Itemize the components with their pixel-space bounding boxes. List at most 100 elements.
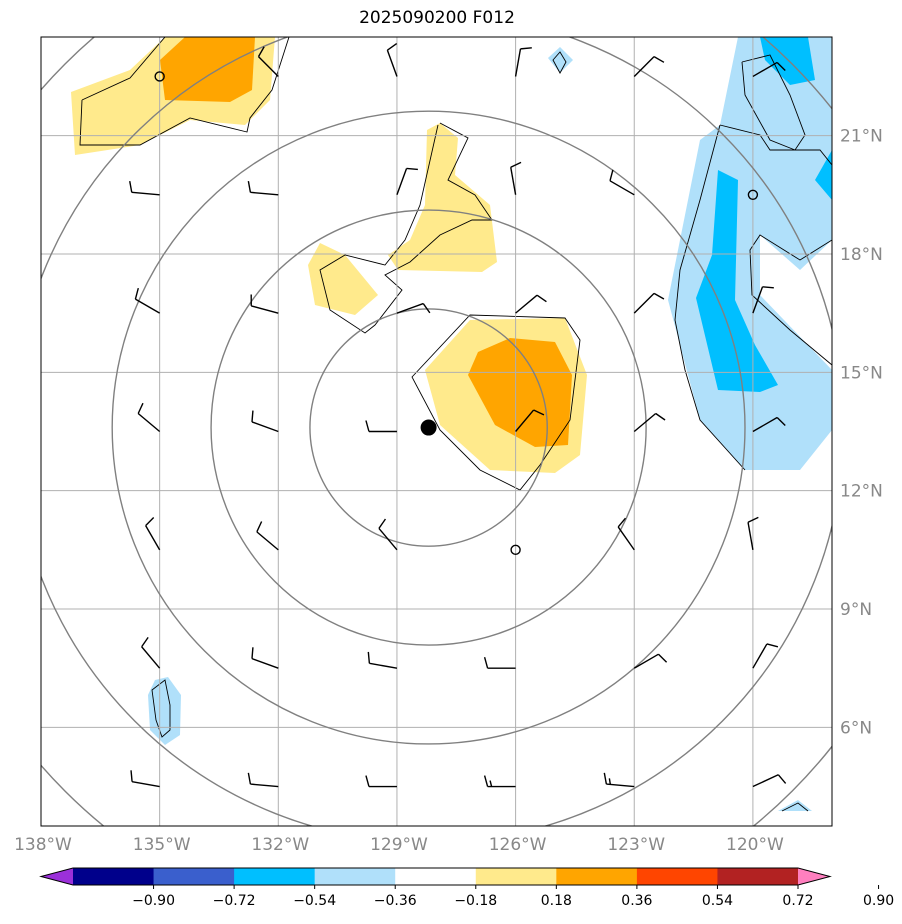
strong-positive-anomaly-region bbox=[160, 37, 255, 102]
wind-barb bbox=[633, 653, 668, 669]
wind-barb bbox=[41, 549, 42, 550]
longitude-label: 120°W bbox=[726, 835, 784, 855]
contour-line bbox=[552, 51, 567, 74]
wind-barb bbox=[41, 312, 42, 314]
wind-barb bbox=[247, 772, 279, 788]
wind-barb bbox=[752, 286, 774, 314]
colorbar-tick-label: 0.54 bbox=[702, 893, 733, 909]
wind-barb bbox=[256, 521, 279, 551]
wind-barb bbox=[609, 169, 635, 196]
longitude-label: 123°W bbox=[607, 835, 665, 855]
longitude-label: 132°W bbox=[251, 835, 309, 855]
wind-barb bbox=[41, 194, 42, 195]
colorbar-tick-label: −0.36 bbox=[374, 893, 417, 909]
wind-barb bbox=[752, 643, 779, 669]
colorbar-segment bbox=[717, 868, 799, 885]
colorbar-segment bbox=[234, 868, 316, 885]
longitude-label: 126°W bbox=[489, 835, 547, 855]
wind-barb bbox=[129, 181, 160, 196]
colorbar-tick-label: −0.72 bbox=[213, 893, 256, 909]
wind-barb bbox=[257, 46, 279, 77]
wind-barb bbox=[633, 56, 665, 77]
wind-barbs bbox=[41, 42, 787, 788]
colorbar-outline bbox=[39, 867, 832, 886]
contour-line bbox=[79, 37, 290, 146]
wind-barb bbox=[752, 61, 786, 78]
map-frame bbox=[40, 36, 833, 827]
latitude-label: 21°N bbox=[840, 127, 883, 147]
wind-barb bbox=[752, 774, 787, 788]
colorbar-tick-label: 0.36 bbox=[621, 893, 652, 909]
wind-barb bbox=[41, 75, 42, 77]
wind-barb bbox=[633, 412, 666, 433]
contour-line bbox=[151, 679, 171, 738]
colorbar-segment bbox=[153, 868, 235, 885]
wind-barb bbox=[251, 410, 279, 433]
storm-center-marker bbox=[420, 419, 437, 436]
wind-barb bbox=[514, 47, 532, 77]
colorbar-segment bbox=[314, 868, 396, 885]
wind-barb bbox=[365, 775, 397, 788]
colorbar-tick-label: −0.54 bbox=[293, 893, 336, 909]
negative-anomaly-region bbox=[548, 47, 573, 73]
colorbar-extend-low bbox=[41, 868, 73, 885]
negative-anomaly-region bbox=[148, 677, 181, 745]
wind-barb bbox=[603, 772, 635, 788]
calm-wind-marker bbox=[747, 189, 759, 201]
latitude-tick-labels: 6°N 9°N 12°N 15°N 18°N 21°N bbox=[840, 127, 883, 739]
colorbar-tick-label: 0.90 bbox=[863, 893, 894, 909]
contour-line bbox=[319, 122, 493, 334]
wind-barb bbox=[247, 181, 279, 196]
wind-barb bbox=[483, 657, 516, 669]
wind-barb bbox=[386, 42, 398, 77]
contour-line bbox=[781, 802, 809, 812]
positive-anomaly-region bbox=[308, 243, 378, 315]
wind-barb bbox=[251, 647, 279, 669]
colorbar-tick-label: −0.18 bbox=[454, 893, 497, 909]
range-ring bbox=[210, 209, 647, 646]
anomaly-fill-layer bbox=[71, 37, 832, 811]
colorbar-tick-label: 0.72 bbox=[782, 893, 813, 909]
wind-barb bbox=[633, 292, 665, 314]
wind-barb bbox=[515, 409, 545, 432]
colorbar-segment bbox=[636, 868, 718, 885]
longitude-tick-labels: 138°W 135°W 132°W 129°W 126°W 123°W 120°W bbox=[14, 835, 784, 855]
calm-wind-marker bbox=[154, 71, 165, 82]
latitude-label: 12°N bbox=[840, 482, 883, 502]
wind-barb bbox=[515, 294, 547, 314]
longitude-label: 138°W bbox=[14, 835, 72, 855]
colorbar-extend-high bbox=[798, 868, 830, 885]
wind-barb bbox=[250, 294, 279, 314]
wind-barb bbox=[617, 517, 635, 551]
positive-anomaly-region bbox=[388, 123, 497, 272]
colorbar-segment bbox=[73, 868, 155, 885]
wind-barb bbox=[396, 167, 418, 196]
range-ring bbox=[111, 110, 746, 745]
anomaly-contour-lines bbox=[79, 37, 832, 812]
wind-barb bbox=[41, 785, 42, 787]
wind-barb bbox=[145, 517, 161, 551]
plot-title: 2025090200 F012 bbox=[359, 8, 515, 28]
colorbar-tick-label: −0.90 bbox=[132, 893, 175, 909]
contour-line bbox=[411, 314, 581, 491]
wind-barb bbox=[752, 416, 786, 433]
wind-barb bbox=[130, 770, 160, 788]
wind-barb bbox=[134, 287, 160, 314]
latitude-label: 18°N bbox=[840, 245, 883, 265]
colorbar-segment bbox=[475, 868, 557, 885]
wind-barb bbox=[747, 516, 759, 550]
contour-line bbox=[674, 124, 832, 471]
wind-barb bbox=[483, 775, 516, 788]
colorbar: −0.90 −0.72 −0.54 −0.36 −0.18 0.18 0.36 0.54 0.7… bbox=[39, 867, 894, 909]
strong-negative-anomaly-region bbox=[696, 170, 778, 392]
wind-barb bbox=[510, 161, 522, 195]
wind-barb bbox=[137, 402, 161, 433]
range-ring bbox=[309, 308, 548, 547]
colorbar-tick-label: 0.18 bbox=[541, 893, 572, 909]
wind-barb bbox=[141, 636, 161, 669]
longitude-label: 129°W bbox=[370, 835, 428, 855]
wind-barb bbox=[365, 420, 397, 433]
longitude-label: 135°W bbox=[133, 835, 191, 855]
